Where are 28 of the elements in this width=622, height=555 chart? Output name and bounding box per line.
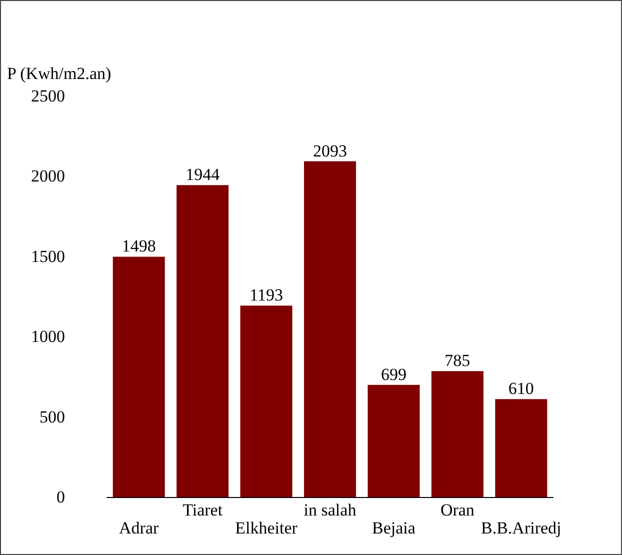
x-tick-label: Adrar bbox=[119, 518, 160, 538]
y-tick-label: 0 bbox=[56, 488, 65, 506]
data-label: 610 bbox=[508, 379, 534, 398]
bar bbox=[495, 399, 548, 497]
data-label: 1944 bbox=[186, 165, 220, 184]
y-tick-label: 500 bbox=[40, 407, 65, 426]
data-label: 1498 bbox=[122, 236, 156, 256]
x-tick-label: Elkheiter bbox=[235, 518, 298, 538]
y-tick-label: 2500 bbox=[31, 86, 65, 106]
bar bbox=[431, 371, 484, 497]
bar bbox=[304, 161, 356, 497]
data-label: 2093 bbox=[313, 141, 347, 160]
data-label: 785 bbox=[444, 351, 470, 370]
x-tick-label: B.B.Ariredj bbox=[481, 518, 562, 538]
data-label: 1193 bbox=[250, 286, 283, 305]
y-axis-title: P (Kwh/m2.an) bbox=[7, 64, 112, 83]
y-tick-label: 2000 bbox=[31, 166, 65, 186]
x-tick-label: Bejaia bbox=[372, 518, 416, 538]
y-tick-label: 1500 bbox=[31, 246, 65, 266]
bar bbox=[240, 306, 292, 497]
bar bbox=[112, 256, 165, 497]
bar bbox=[176, 185, 229, 497]
bar bbox=[368, 384, 420, 497]
y-tick-label: 1000 bbox=[31, 327, 65, 346]
x-tick-label: Oran bbox=[440, 500, 475, 520]
x-tick-label: in salah bbox=[304, 500, 357, 520]
x-tick-label: Tiaret bbox=[182, 500, 223, 520]
data-label: 699 bbox=[380, 364, 406, 384]
